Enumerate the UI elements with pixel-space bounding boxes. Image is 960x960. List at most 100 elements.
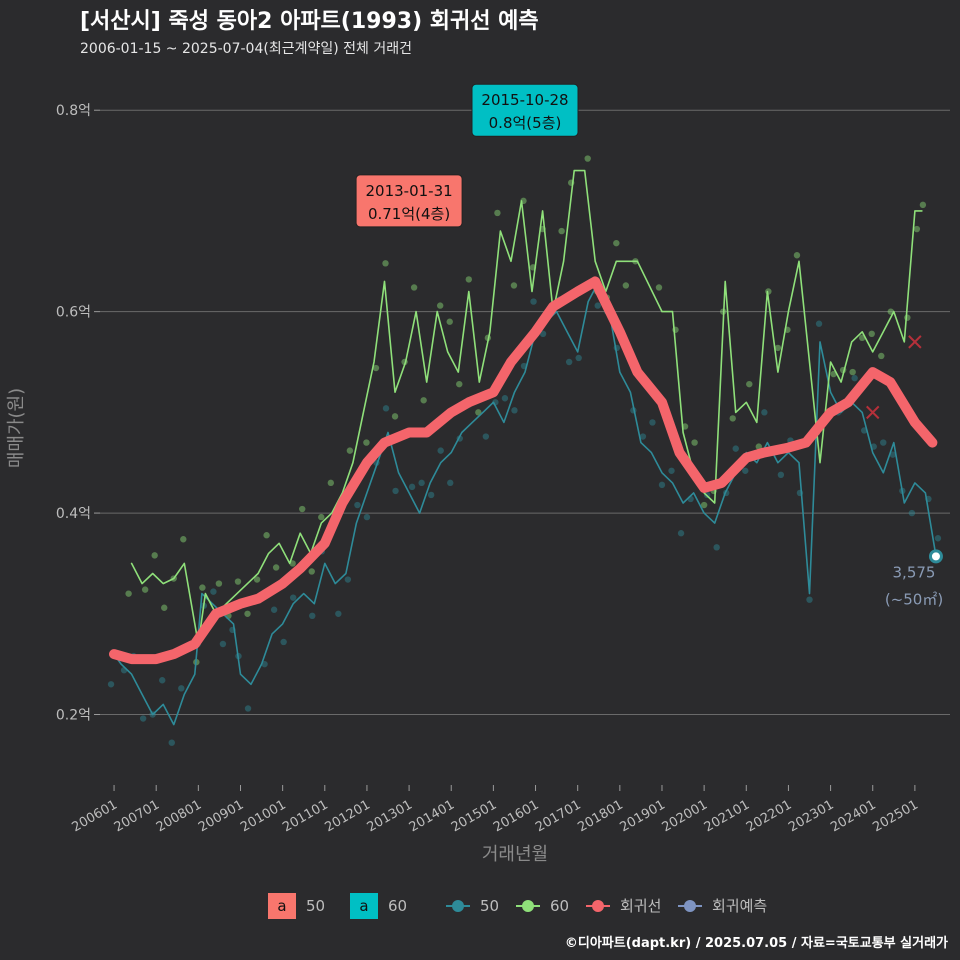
x-tick-label: 202201 bbox=[744, 797, 794, 835]
x-tick-label: 201901 bbox=[617, 797, 667, 835]
scatter-point bbox=[465, 276, 473, 283]
y-tick-label: 0.2억 bbox=[56, 708, 91, 724]
cross-mark bbox=[908, 335, 922, 349]
scatter-point bbox=[584, 155, 591, 162]
series-line-50 bbox=[113, 280, 937, 726]
scatter-point bbox=[594, 302, 601, 309]
scatter-point bbox=[639, 433, 647, 440]
scatter-point bbox=[880, 439, 887, 446]
legend-key-box-60 bbox=[350, 893, 378, 919]
scatter-point bbox=[732, 445, 739, 452]
scatter-point bbox=[420, 397, 427, 404]
scatter-point bbox=[658, 481, 666, 489]
x-tick-label: 201601 bbox=[491, 797, 541, 835]
scatter-point bbox=[530, 298, 537, 305]
x-tick-label: 201501 bbox=[449, 797, 499, 835]
scatter-point bbox=[510, 282, 518, 289]
series-lines bbox=[109, 169, 938, 726]
scatter-point bbox=[372, 364, 380, 372]
legend-label-60: 60 bbox=[388, 897, 407, 915]
scatter-point bbox=[199, 584, 206, 591]
annotation-box bbox=[471, 83, 579, 137]
credit-line: ©디아파트(dapt.kr) / 2025.07.05 / 자료=국토교통부 실… bbox=[565, 935, 948, 951]
legend-dot bbox=[452, 900, 464, 912]
scatter-point bbox=[159, 677, 166, 684]
scatter-point bbox=[346, 447, 354, 454]
end-label-value: 3,575 bbox=[893, 563, 936, 581]
scatter-point bbox=[168, 739, 175, 746]
annotations: 2013-01-31 0.71억(4층) 2015-10-28 0.8억(5층) bbox=[355, 83, 579, 228]
scatter-point bbox=[558, 227, 565, 235]
scatter-point bbox=[382, 260, 389, 267]
annotation-box bbox=[355, 174, 463, 228]
scatter-point bbox=[511, 407, 518, 414]
end-label-area: (~50㎡) bbox=[885, 590, 943, 608]
scatter-point bbox=[139, 715, 147, 722]
y-tick-label: 0.4억 bbox=[56, 506, 91, 522]
scatter-point bbox=[354, 501, 361, 509]
scatter-point bbox=[437, 447, 444, 454]
x-tick-label: 200701 bbox=[112, 797, 162, 835]
scatter-point bbox=[299, 505, 306, 513]
scatter-point bbox=[849, 368, 856, 376]
scatter-point bbox=[475, 409, 482, 416]
chart-title: [서산시] 죽성 동아2 아파트(1993) 회귀선 예측 bbox=[80, 9, 539, 34]
scatter-point bbox=[244, 705, 252, 712]
scatter-point bbox=[436, 302, 444, 309]
y-tick-label: 0.6억 bbox=[56, 305, 91, 321]
scatter-point bbox=[427, 491, 435, 499]
scatter-point bbox=[565, 358, 573, 366]
scatter-point bbox=[253, 576, 261, 583]
scatter-point bbox=[761, 409, 768, 416]
scatter-point bbox=[613, 239, 620, 247]
scatter-point bbox=[668, 467, 675, 474]
scatter-point bbox=[280, 638, 287, 646]
scatter-point bbox=[244, 610, 251, 617]
y-tick-label: 0.8억 bbox=[56, 103, 91, 119]
scatter-point bbox=[408, 483, 416, 491]
scatter-point bbox=[700, 501, 708, 509]
scatter-point bbox=[335, 610, 342, 617]
scatter-point bbox=[806, 596, 813, 603]
scatter-point bbox=[815, 320, 823, 327]
scatter-point bbox=[180, 536, 187, 543]
x-tick-label: 202501 bbox=[870, 797, 920, 835]
x-tick-label: 201801 bbox=[575, 797, 625, 835]
scatter-point bbox=[446, 318, 453, 325]
scatter-point bbox=[141, 586, 149, 593]
x-axis-ticks: 2006012007012008012009012010012011012012… bbox=[70, 785, 921, 835]
scatter-point bbox=[934, 535, 942, 542]
forecast-end-point bbox=[928, 549, 943, 564]
scatter-point bbox=[219, 640, 227, 648]
legend-label-50: 50 bbox=[480, 897, 499, 915]
scatter-point bbox=[575, 354, 582, 362]
x-tick-label: 202001 bbox=[660, 797, 710, 835]
scatter-point bbox=[289, 594, 297, 601]
scatter-point bbox=[494, 209, 501, 217]
x-axis-label: 거래년월 bbox=[482, 844, 548, 865]
legend-dot bbox=[684, 900, 696, 912]
scatter-point bbox=[755, 443, 763, 450]
y-axis-label: 매매가(원) bbox=[6, 388, 27, 468]
scatter-point bbox=[327, 479, 335, 487]
x-tick-label: 200901 bbox=[196, 797, 246, 835]
scatter-point bbox=[878, 352, 885, 360]
scatter-point bbox=[215, 580, 223, 587]
scatter-point bbox=[151, 552, 158, 559]
scatter-point bbox=[125, 590, 132, 597]
scatter-point bbox=[746, 380, 753, 388]
legend-label-50: 50 bbox=[306, 897, 325, 915]
x-tick-label: 201301 bbox=[365, 797, 415, 835]
scatter-point bbox=[161, 604, 168, 611]
x-tick-label: 201401 bbox=[407, 797, 457, 835]
x-tick-label: 200801 bbox=[154, 797, 204, 835]
scatter-point bbox=[107, 681, 115, 688]
scatter-point bbox=[391, 413, 399, 420]
x-tick-label: 201701 bbox=[533, 797, 583, 835]
legend-key-glyph: a bbox=[359, 897, 368, 915]
scatter-point bbox=[868, 330, 875, 337]
legend-key-glyph: a bbox=[277, 897, 286, 915]
scatter-point bbox=[418, 479, 425, 487]
scatter-point bbox=[777, 471, 785, 478]
